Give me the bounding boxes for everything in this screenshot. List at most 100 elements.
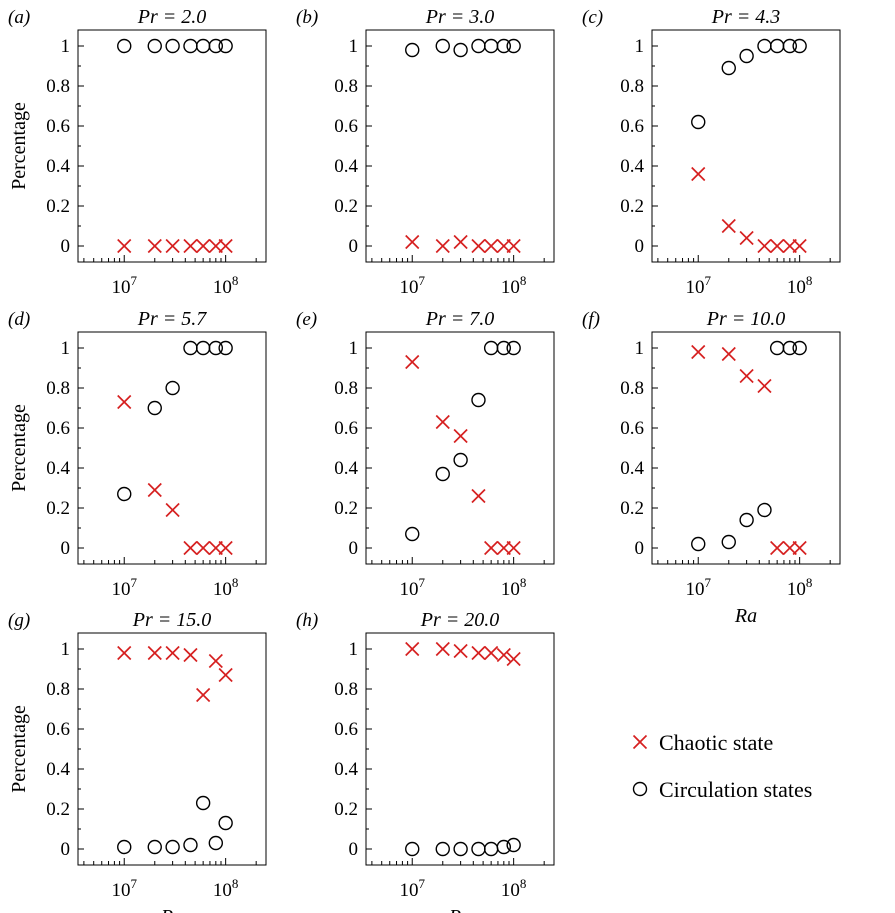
data-point xyxy=(792,340,807,356)
data-point xyxy=(453,234,468,250)
data-point xyxy=(117,645,132,661)
plot-frame xyxy=(77,632,267,866)
data-point xyxy=(147,645,162,661)
x-axis-label: Ra xyxy=(160,906,183,913)
x-tick-label: 107 xyxy=(399,575,425,600)
x-tick-label: 108 xyxy=(787,273,813,298)
plot-frame xyxy=(651,331,841,565)
y-tick-label: 0.2 xyxy=(334,799,358,820)
y-tick-label: 0.6 xyxy=(46,719,70,740)
data-point xyxy=(196,687,211,703)
data-point xyxy=(435,414,450,430)
y-tick-label: 0.8 xyxy=(620,378,644,399)
data-point xyxy=(405,234,420,250)
y-tick-label: 0.8 xyxy=(46,378,70,399)
data-point xyxy=(165,38,180,54)
series-circulation xyxy=(405,340,521,542)
data-point xyxy=(506,837,521,853)
y-axis-label: Percentage xyxy=(8,404,30,492)
data-point xyxy=(757,378,772,394)
data-point xyxy=(721,60,736,76)
panel-a: 0 0.2 0.4 0.6 0.8 1 107 108 Pr = 2.0 (a) Percentag… xyxy=(8,6,267,298)
data-point xyxy=(496,340,512,356)
y-tick-label: 0.6 xyxy=(46,116,70,137)
y-tick-label: 0.8 xyxy=(620,76,644,97)
data-point xyxy=(208,340,224,356)
data-point xyxy=(147,482,162,498)
data-point xyxy=(453,452,468,468)
series-circulation xyxy=(691,340,807,552)
series-circulation xyxy=(117,340,233,502)
data-point xyxy=(782,38,798,54)
data-point xyxy=(435,466,450,482)
x-tick-label: 108 xyxy=(501,575,527,600)
data-point xyxy=(405,526,420,542)
y-tick-label: 0.8 xyxy=(334,679,358,700)
data-point xyxy=(496,647,511,663)
data-point xyxy=(506,540,521,556)
y-tick-label: 0.4 xyxy=(46,759,70,780)
data-point xyxy=(218,238,233,254)
data-point xyxy=(196,540,211,556)
data-point xyxy=(435,238,450,254)
data-point xyxy=(405,841,420,857)
data-point xyxy=(721,218,736,234)
series-circulation xyxy=(117,38,233,54)
data-point xyxy=(471,841,486,857)
panel-e: 0 0.2 0.4 0.6 0.8 1 107 108 Pr = 7.0 (e) xyxy=(296,308,555,600)
plot-frame xyxy=(365,632,555,866)
series-chaotic xyxy=(117,645,233,703)
y-axis-label: Percentage xyxy=(8,705,30,793)
data-point xyxy=(218,667,233,683)
y-tick-label: 1 xyxy=(349,338,359,359)
x-tick-label: 107 xyxy=(685,575,711,600)
data-point xyxy=(721,534,736,550)
data-point xyxy=(496,38,512,54)
legend-marker xyxy=(632,734,648,750)
legend-marker xyxy=(632,781,648,797)
data-point xyxy=(405,42,420,58)
data-point xyxy=(471,238,486,254)
panel-letter: (b) xyxy=(296,7,318,28)
data-point xyxy=(691,344,706,360)
series-chaotic xyxy=(691,344,807,556)
legend-entry: Chaotic state xyxy=(632,730,773,755)
y-tick-label: 0.8 xyxy=(334,76,358,97)
x-axis-label: Ra xyxy=(448,906,471,913)
y-tick-label: 0.8 xyxy=(334,378,358,399)
data-point xyxy=(782,340,798,356)
data-point xyxy=(506,238,521,254)
data-point xyxy=(117,839,132,855)
panel-letter: (h) xyxy=(296,610,318,631)
plot-frame xyxy=(651,29,841,263)
data-point xyxy=(739,368,754,384)
y-tick-label: 1 xyxy=(349,639,359,660)
data-point xyxy=(165,839,180,855)
y-tick-label: 0 xyxy=(349,236,359,257)
data-point xyxy=(471,38,486,54)
panel-title: Pr = 20.0 xyxy=(420,609,500,631)
data-point xyxy=(195,795,211,811)
data-point xyxy=(691,114,706,130)
data-point xyxy=(792,238,807,254)
panel-title: Pr = 7.0 xyxy=(425,308,495,330)
data-point xyxy=(117,38,132,54)
data-point xyxy=(195,38,211,54)
panel-letter: (e) xyxy=(296,309,317,330)
data-point xyxy=(183,238,198,254)
data-point xyxy=(739,48,754,64)
data-point xyxy=(435,641,450,657)
data-point xyxy=(183,38,198,54)
data-point xyxy=(506,651,521,667)
panel-title: Pr = 4.3 xyxy=(711,6,781,28)
x-tick-label: 107 xyxy=(111,876,137,901)
data-point xyxy=(757,238,772,254)
legend-label: Circulation states xyxy=(659,777,812,802)
y-tick-label: 0.6 xyxy=(46,418,70,439)
data-point xyxy=(483,841,499,857)
x-tick-label: 108 xyxy=(787,575,813,600)
data-point xyxy=(117,486,132,502)
data-point xyxy=(691,536,706,552)
y-axis-label: Percentage xyxy=(8,102,30,190)
